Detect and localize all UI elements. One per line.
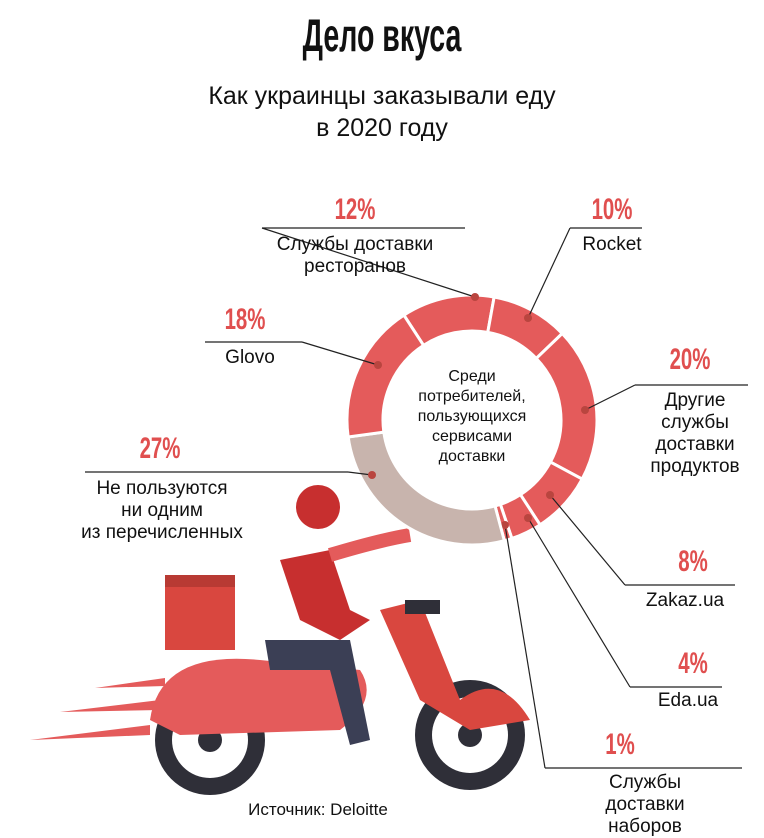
leader-line [527, 227, 571, 319]
value-label: 12% [334, 193, 376, 226]
leader-dot [581, 406, 589, 414]
center-label: Среди потребителей, пользующихся сервиса… [417, 368, 527, 465]
value-label: 8% [678, 545, 708, 578]
leader-line [584, 384, 636, 411]
value-label: 18% [224, 303, 266, 336]
value-label: 10% [591, 193, 633, 226]
leader-dot [374, 361, 382, 369]
segment-label: Rocket [582, 234, 642, 255]
leader-dot [471, 293, 479, 301]
leader-line [549, 494, 626, 586]
segment-label: Glovo [225, 347, 275, 368]
value-label: 4% [678, 647, 708, 680]
leader-line [527, 517, 631, 688]
leader-dot [546, 491, 554, 499]
segment-label: Службы доставки наборов питания [605, 772, 685, 837]
source: Источник: Deloitte [248, 800, 388, 819]
leader-dot [368, 471, 376, 479]
leader-line [347, 471, 373, 476]
donut-segment [534, 331, 599, 482]
leader-dot [501, 521, 509, 529]
segment-label: Другие службы доставки продуктов [650, 390, 740, 477]
title: Дело вкуса [302, 9, 462, 61]
donut-segment [345, 313, 426, 439]
segment-label: Не пользуются ни одним из перечисленных [81, 478, 243, 543]
scooter-illustration [30, 485, 530, 795]
segment-label: Службы доставки ресторанов [276, 234, 434, 277]
leader-line [261, 227, 476, 298]
value-label: 20% [669, 343, 711, 376]
leader-line [504, 524, 546, 769]
leader-dot [524, 514, 532, 522]
leader-line [301, 341, 379, 366]
leader-dot [524, 314, 532, 322]
segment-label: Eda.ua [657, 690, 719, 711]
subtitle: Как украинцы заказывали еду в 2020 году [208, 82, 556, 142]
segment-label: Zakaz.ua [645, 590, 725, 611]
value-label: 1% [605, 728, 635, 761]
value-label: 27% [139, 432, 181, 465]
